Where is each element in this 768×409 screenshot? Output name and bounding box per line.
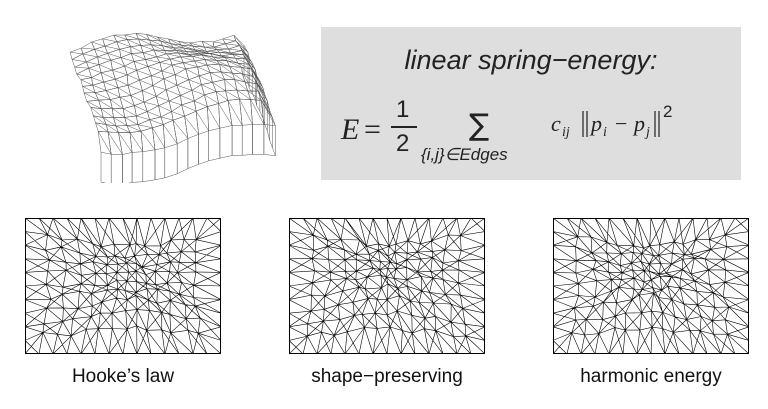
mesh-panel-hookes-law [25,218,221,354]
mesh-harmonic-energy [553,218,749,354]
eq-coef-sub: ij [562,125,570,140]
eq-frac-den: 2 [396,130,409,157]
mesh-shape-preserving [289,218,485,354]
eq-exponent: 2 [663,102,672,121]
mesh-panel-harmonic-energy [553,218,749,354]
mesh-panel-shape-preserving [289,218,485,354]
eq-sum-symbol: ∑ [469,108,489,143]
mesh-edges [289,218,485,354]
eq-sum-index: {i,j}∈Edges [421,145,508,164]
eq-p-i: p [589,111,602,136]
mesh-border [554,219,749,354]
eq-coef: c [551,111,561,136]
3d-mesh-surface [50,18,280,183]
mesh-hookes-law [25,218,221,354]
eq-lhs: E [340,113,359,146]
caption-hookes-law: Hooke’s law [13,366,233,388]
mesh-edges [25,218,221,354]
eq-p-j: p [632,111,645,136]
formula-box: linear spring−energy: E = 1 2 ∑ {i,j}∈Ed… [321,27,741,180]
eq-sub-i: i [603,125,607,140]
mesh-edges [553,218,749,354]
caption-shape-preserving: shape−preserving [277,366,497,388]
eq-minus: − [615,111,627,136]
eq-equals: = [364,113,381,146]
eq-frac-num: 1 [396,96,409,123]
caption-harmonic-energy: harmonic energy [541,366,761,388]
mesh3d-edges [70,33,275,183]
energy-equation: E = 1 2 ∑ {i,j}∈Edges c ij p i − p j 2 [321,27,741,180]
